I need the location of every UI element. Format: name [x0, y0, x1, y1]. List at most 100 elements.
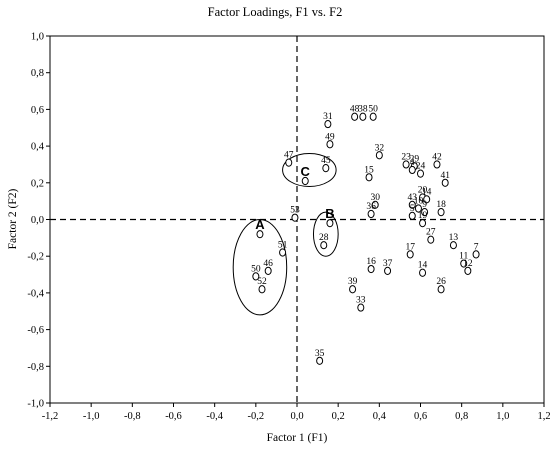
point-label: 26: [436, 277, 446, 287]
data-point: [419, 268, 427, 277]
x-axis-label: Factor 1 (F1): [267, 432, 328, 444]
group-ellipse: [312, 211, 339, 257]
data-point: [367, 209, 375, 219]
point-label: 4: [410, 158, 415, 168]
point-label: 18: [436, 200, 446, 210]
point-label: 53: [290, 206, 300, 216]
point-label: 42: [432, 152, 442, 162]
point-label: 36: [366, 202, 376, 212]
point-label: 39: [348, 277, 358, 287]
data-point: [375, 151, 383, 160]
axis-ticks: -1,2 -1,0 -0,8 -0,6 -0,4 -0,2 0,0 0,2 0,4 0,6 0,8 1…: [27, 32, 550, 423]
data-point: [291, 213, 299, 222]
data-point: [437, 285, 445, 294]
data-point: [256, 230, 264, 239]
data-point: [472, 250, 480, 259]
y-tick-label: -0,6: [27, 325, 44, 336]
data-point: [359, 112, 367, 121]
data-point: [264, 266, 272, 275]
data-point: [408, 165, 416, 175]
x-tick-label: -0,6: [165, 411, 182, 422]
data-point: [414, 204, 422, 213]
point-label: 27: [426, 228, 436, 238]
data-point: [371, 200, 379, 209]
data-point: [408, 211, 416, 220]
data-point: [408, 200, 416, 209]
point-label: 52: [257, 277, 267, 287]
data-point: [449, 241, 457, 250]
data-point: [326, 140, 334, 149]
group-label: A: [255, 217, 265, 232]
point-label: 47: [284, 151, 294, 161]
data-point: [437, 208, 445, 217]
y-tick-label: 0,8: [31, 68, 44, 79]
point-label: 11: [459, 252, 468, 262]
x-tick-label: 1,0: [496, 411, 509, 422]
data-point: [252, 272, 260, 281]
y-tick-label: -0,8: [27, 362, 44, 373]
point-label: 32: [375, 143, 385, 153]
y-tick-label: -0,4: [27, 288, 44, 299]
data-point: [421, 208, 429, 217]
y-tick-label: 0,0: [31, 215, 44, 226]
x-tick-label: 0,4: [373, 411, 387, 422]
point-label: 35: [315, 349, 325, 359]
data-point: [349, 285, 357, 294]
group-ellipse: [232, 219, 288, 316]
group-ellipses: [232, 152, 339, 316]
point-label: 17: [405, 242, 415, 252]
point-label: 45: [321, 156, 331, 166]
point-label: 20: [418, 185, 428, 195]
x-tick-label: 0,6: [414, 411, 427, 422]
point-label: 29: [410, 154, 420, 164]
point-label: 28: [319, 233, 329, 243]
point-label: 16: [366, 257, 376, 267]
data-point: [367, 264, 375, 274]
point-label: 14: [422, 187, 432, 197]
point-label: 12: [463, 259, 473, 269]
data-point: [402, 160, 410, 169]
point-label: 13: [449, 233, 459, 243]
data-point: [406, 250, 414, 259]
data-point: [433, 160, 441, 169]
y-tick-label: 1,0: [31, 32, 44, 43]
data-point: [285, 158, 293, 167]
data-point: [441, 178, 449, 187]
data-point: [320, 241, 328, 250]
point-label: 41: [440, 171, 450, 181]
data-point: [316, 356, 324, 365]
point-label: 37: [383, 259, 393, 269]
y-tick-label: 0,6: [31, 105, 44, 116]
group-label: B: [325, 206, 334, 221]
point-label: 38: [358, 105, 368, 115]
x-tick-label: -0,8: [124, 411, 141, 422]
point-label: 50: [251, 264, 261, 274]
point-label: 10: [414, 196, 424, 206]
point-label: 31: [323, 112, 333, 122]
point-label: 50: [368, 105, 378, 115]
data-point: [326, 219, 334, 228]
x-tick-label: 1,2: [537, 411, 550, 422]
point-label: 24: [416, 162, 426, 172]
point-label: 15: [364, 165, 374, 175]
y-axis-label: Factor 2 (F2): [7, 188, 19, 249]
y-tick-label: -0,2: [27, 252, 44, 263]
data-point: [324, 119, 332, 129]
point-label: 43: [408, 193, 418, 203]
x-tick-label: 0,0: [290, 411, 303, 422]
point-label: 7: [474, 242, 479, 252]
chart-title: Factor Loadings, F1 vs. F2: [208, 5, 343, 19]
data-point: [427, 235, 435, 244]
data-point: [322, 164, 330, 173]
data-point: [369, 112, 377, 121]
data-point: [351, 112, 359, 121]
point-label: 9: [422, 200, 427, 210]
point-label: 51: [278, 241, 288, 251]
x-tick-label: 0,8: [455, 411, 468, 422]
point-label: 46: [263, 259, 273, 269]
point-label: 30: [370, 193, 380, 203]
data-point: [419, 219, 427, 228]
x-tick-label: -1,0: [83, 411, 100, 422]
